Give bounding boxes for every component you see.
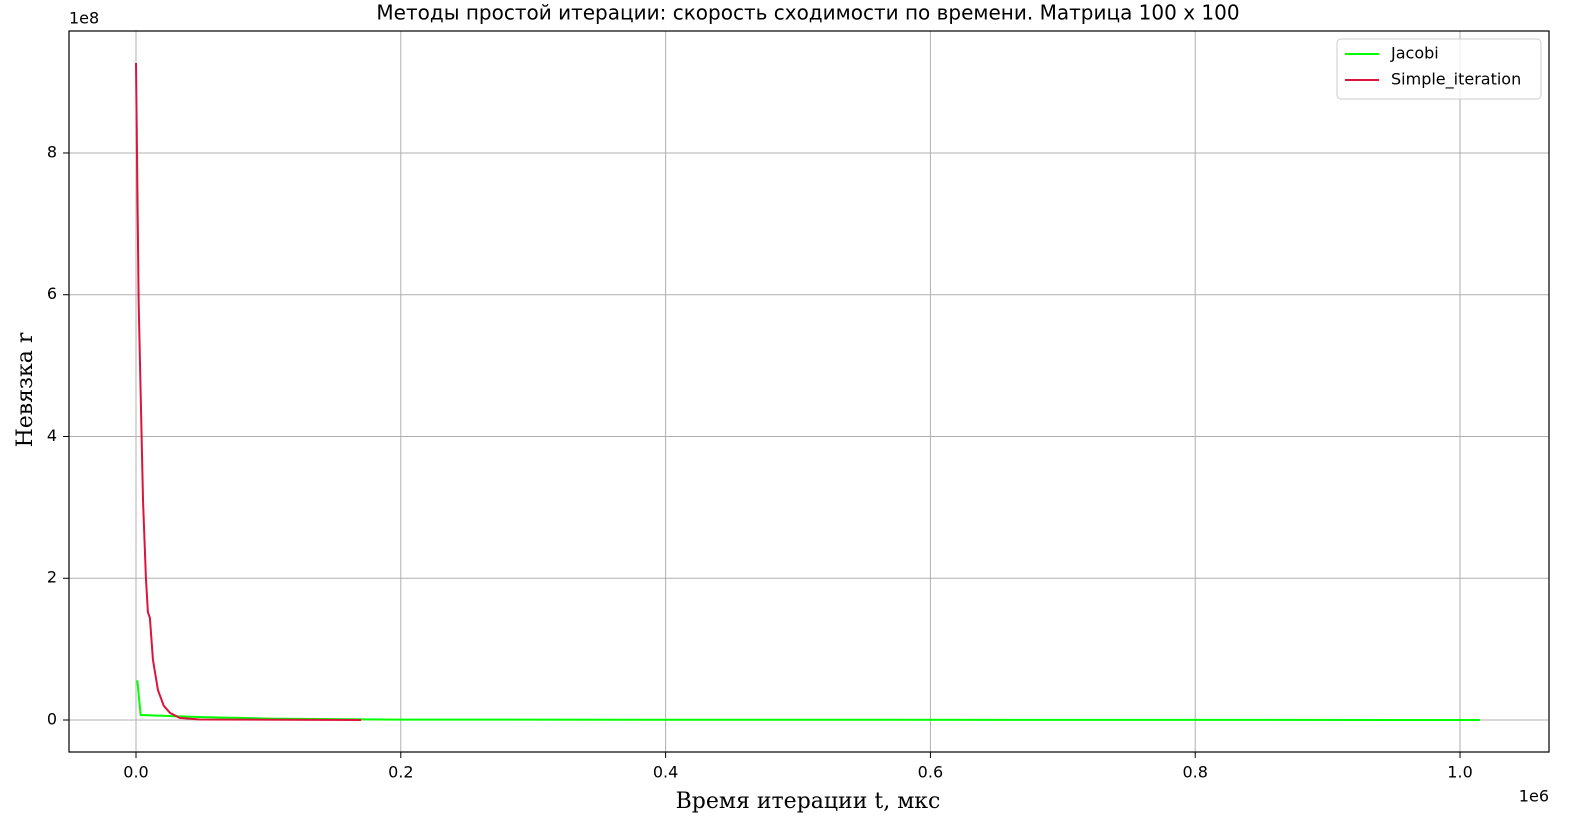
x-tick-label: 0.4 bbox=[653, 763, 678, 782]
x-tick-label: 0.2 bbox=[388, 763, 413, 782]
line-series bbox=[134, 62, 362, 721]
legend-label: Jacobi bbox=[1390, 44, 1439, 63]
chart-title: Методы простой итерации: скорость сходим… bbox=[376, 1, 1239, 25]
x-tick-label: 0.8 bbox=[1182, 763, 1207, 782]
plot-frame bbox=[68, 30, 1550, 753]
y-tick-label: 4 bbox=[47, 426, 57, 445]
legend-box bbox=[1336, 38, 1542, 100]
y-tick-label: 8 bbox=[47, 142, 57, 161]
legend: Jacobi Simple_iteration bbox=[1336, 38, 1542, 100]
y-axis-label: Невязка r bbox=[13, 332, 38, 447]
y-offset-label: 1e8 bbox=[69, 9, 99, 28]
y-tick-label: 0 bbox=[47, 709, 57, 728]
x-tick-label: 0.6 bbox=[918, 763, 943, 782]
legend-label: Simple_iteration bbox=[1391, 70, 1521, 90]
x-tick-label: 0.0 bbox=[123, 763, 148, 782]
y-tick-label: 6 bbox=[47, 284, 57, 303]
line-series bbox=[136, 680, 1480, 721]
x-axis-label: Время итерации t, мкс bbox=[676, 789, 941, 814]
y-tick-label: 2 bbox=[47, 568, 57, 587]
x-tick-label: 1.0 bbox=[1447, 763, 1472, 782]
x-offset-label: 1e6 bbox=[1519, 787, 1549, 806]
